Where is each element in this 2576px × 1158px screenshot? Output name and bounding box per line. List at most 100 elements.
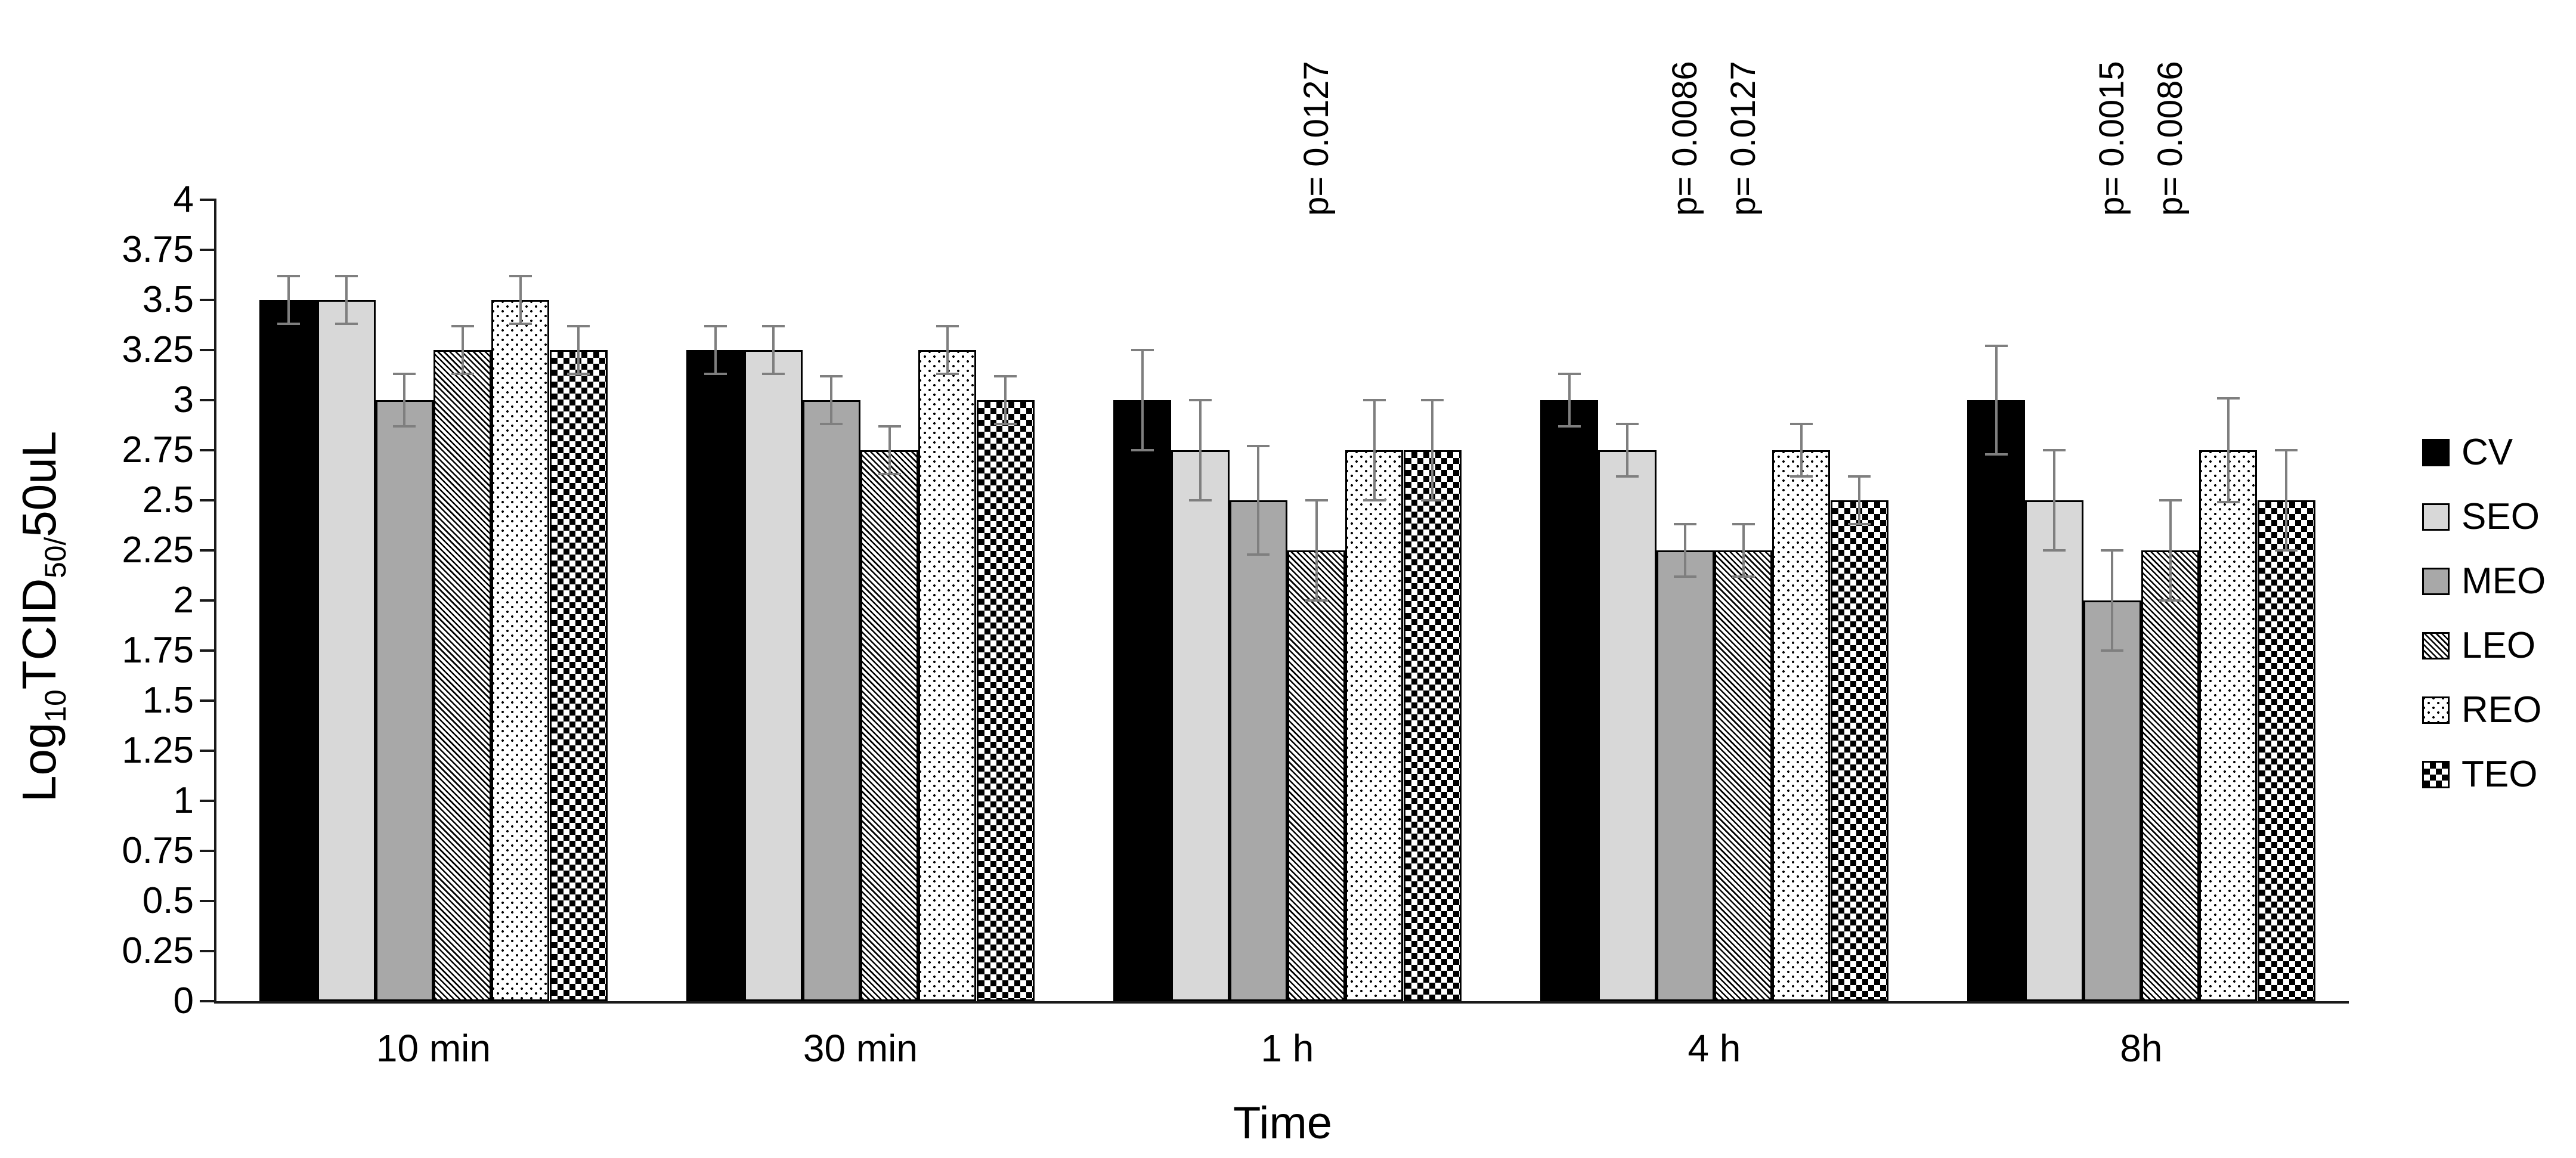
error-bar-line [287, 275, 290, 324]
bar-SEO-4h [1598, 450, 1657, 1001]
y-axis-tick-label: 0.25 [122, 930, 194, 971]
y-axis-tick [200, 349, 216, 351]
error-bar-cap-top [1732, 523, 1755, 526]
p-value-annotation: p= 0.0127 [1296, 61, 1336, 216]
error-bar-cap-top [335, 274, 358, 277]
bar-REO-30min [918, 350, 977, 1001]
x-axis-category-label: 4 h [1688, 1027, 1741, 1070]
legend-label-MEO: MEO [2462, 561, 2546, 602]
error-bar-line [1995, 346, 1998, 454]
y-axis-tick [200, 699, 216, 702]
error-bar-line [2169, 500, 2172, 600]
error-bar-line [2111, 550, 2114, 651]
error-bar-cap-bottom [2101, 649, 2124, 652]
y-axis-tick [200, 850, 216, 852]
p-value-annotation: p= 0.0086 [1665, 61, 1705, 216]
error-bar-cap-bottom [1674, 575, 1697, 578]
error-bar-line [1431, 400, 1434, 500]
y-axis-tick [200, 499, 216, 501]
x-axis-category-label: 1 h [1261, 1027, 1314, 1070]
error-bar-cap-top [761, 324, 785, 327]
error-bar-cap-bottom [2216, 501, 2240, 504]
y-axis-tick-label: 2.75 [122, 429, 194, 470]
y-axis-tick [200, 449, 216, 451]
legend-label-TEO: TEO [2462, 754, 2538, 795]
error-bar-cap-bottom [761, 373, 785, 376]
bar-REO-10min [491, 300, 550, 1001]
p-value-annotation: p= 0.0015 [2092, 61, 2132, 216]
error-bar-cap-top [2042, 449, 2066, 451]
error-bar-cap-top [2275, 449, 2298, 451]
error-bar-cap-bottom [994, 423, 1017, 426]
error-bar-line [461, 326, 464, 374]
y-axis-tick [200, 549, 216, 552]
y-axis-tick [200, 649, 216, 652]
legend-swatch-MEO [2422, 568, 2450, 595]
error-bar-line [888, 426, 891, 475]
error-bar-cap-top [277, 274, 300, 277]
y-axis-line [214, 200, 216, 1004]
error-bar-line [830, 376, 833, 425]
error-bar-cap-bottom [1363, 499, 1386, 501]
y-axis-tick-label: 0.5 [142, 880, 194, 921]
error-bar-cap-bottom [2275, 549, 2298, 552]
legend-label-LEO: LEO [2462, 625, 2536, 666]
error-bar-line [1199, 400, 1202, 500]
y-axis-tick-label: 0 [173, 980, 194, 1021]
bar-REO-8h [2199, 450, 2258, 1001]
legend-label-REO: REO [2462, 689, 2542, 730]
error-bar-cap-bottom [1848, 523, 1871, 526]
error-bar-cap-top [704, 324, 727, 327]
y-axis-tick-label: 2.25 [122, 530, 194, 571]
y-axis-tick-label: 2.5 [142, 479, 194, 521]
y-axis-tick-label: 0.75 [122, 830, 194, 871]
error-bar-cap-bottom [1558, 425, 1581, 428]
y-axis-tick-label: 4 [173, 179, 194, 220]
error-bar-line [714, 326, 717, 374]
error-bar-line [1858, 476, 1861, 525]
error-bar-line [1257, 446, 1260, 555]
bar-TEO-10min [549, 350, 608, 1001]
error-bar-cap-top [1131, 349, 1154, 351]
error-bar-cap-top [1188, 399, 1212, 401]
p-value-annotation: p= 0.0127 [1723, 61, 1763, 216]
error-bar-cap-top [1674, 523, 1697, 526]
y-axis-tick [200, 750, 216, 752]
y-axis-tick [200, 599, 216, 602]
error-bar-cap-top [1848, 475, 1871, 478]
y-axis-tick-label: 1.75 [122, 630, 194, 671]
error-bar-cap-bottom [1247, 553, 1270, 556]
error-bar-cap-top [451, 324, 474, 327]
y-axis-tick [200, 900, 216, 902]
x-axis-category-label: 30 min [803, 1027, 918, 1070]
error-bar-line [1004, 376, 1007, 425]
bar-CV-30min [686, 350, 745, 1001]
error-bar-line [2285, 450, 2288, 550]
error-bar-cap-top [1984, 345, 2008, 348]
y-axis-tick-label: 3 [173, 379, 194, 420]
error-bar-line [946, 326, 949, 374]
error-bar-line [1626, 424, 1628, 476]
bar-SEO-10min [317, 300, 376, 1001]
bar-TEO-8h [2257, 500, 2315, 1001]
error-bar-line [772, 326, 775, 374]
bar-MEO-4h [1656, 550, 1714, 1001]
legend-swatch-LEO [2422, 632, 2450, 659]
error-bar-cap-top [393, 373, 416, 376]
y-axis-tick-label: 2 [173, 580, 194, 621]
error-bar-cap-top [509, 274, 532, 277]
bar-TEO-1h [1403, 450, 1462, 1001]
error-bar-cap-bottom [335, 323, 358, 326]
error-bar-line [403, 374, 406, 426]
error-bar-cap-bottom [820, 423, 843, 426]
error-bar-cap-top [878, 425, 901, 428]
bar-CV-8h [1967, 400, 2026, 1001]
bar-LEO-4h [1714, 550, 1773, 1001]
y-axis-tick-label: 3.5 [142, 279, 194, 320]
bar-LEO-30min [860, 450, 919, 1001]
error-bar-cap-top [820, 374, 843, 377]
error-bar-cap-bottom [451, 373, 474, 376]
error-bar-line [1742, 524, 1745, 577]
bar-MEO-1h [1229, 500, 1287, 1001]
